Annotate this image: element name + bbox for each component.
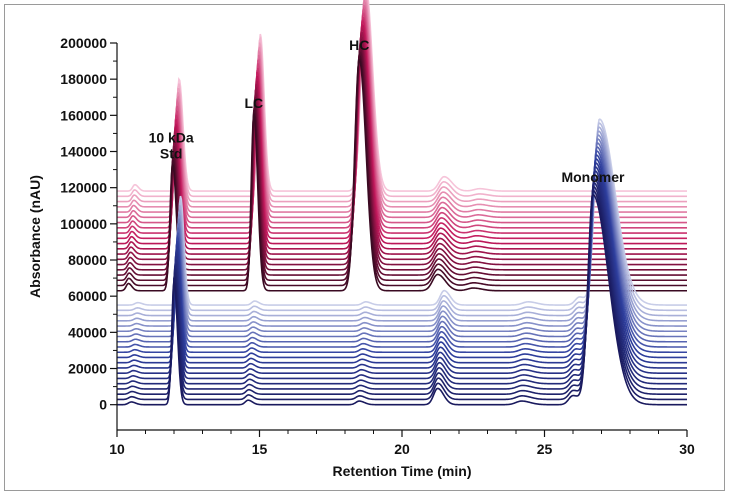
- trace-line: [117, 58, 687, 292]
- trace-line: [117, 50, 687, 282]
- trace-line: [117, 52, 687, 287]
- peak-label: Std: [160, 146, 183, 162]
- y-axis-title: Absorbance (nAU): [27, 175, 43, 298]
- y-tick-label: 160000: [60, 107, 107, 123]
- x-tick-label: 20: [394, 441, 410, 457]
- trace-line: [117, 45, 687, 276]
- traces-group: [117, 0, 687, 406]
- peak-label: Monomer: [561, 169, 625, 185]
- x-tick-label: 30: [679, 441, 695, 457]
- y-tick-label: 120000: [60, 180, 107, 196]
- y-tick-label: 80000: [68, 252, 107, 268]
- x-tick-label: 25: [537, 441, 553, 457]
- y-tick-label: 140000: [60, 144, 107, 160]
- y-tick-label: 200000: [60, 35, 107, 51]
- x-axis-title: Retention Time (min): [333, 463, 472, 479]
- y-tick-label: 60000: [68, 288, 107, 304]
- y-tick-label: 20000: [68, 361, 107, 377]
- peak-label: LC: [244, 95, 263, 111]
- x-tick-label: 10: [109, 441, 125, 457]
- y-tick-label: 0: [99, 397, 107, 413]
- trace-line: [117, 33, 687, 261]
- y-tick-label: 180000: [60, 71, 107, 87]
- y-tick-label: 40000: [68, 324, 107, 340]
- peak-label: 10 kDa: [149, 129, 194, 145]
- trace-line: [117, 38, 687, 266]
- ticks-group: 0 20000 40000 60000 80000 100000 120000 140000 1…: [60, 35, 695, 457]
- peak-label: HC: [349, 37, 369, 53]
- trace-line: [117, 42, 687, 271]
- y-tick-label: 100000: [60, 216, 107, 232]
- x-tick-label: 15: [252, 441, 268, 457]
- trace-line: [117, 193, 687, 406]
- axes-group: [116, 43, 687, 431]
